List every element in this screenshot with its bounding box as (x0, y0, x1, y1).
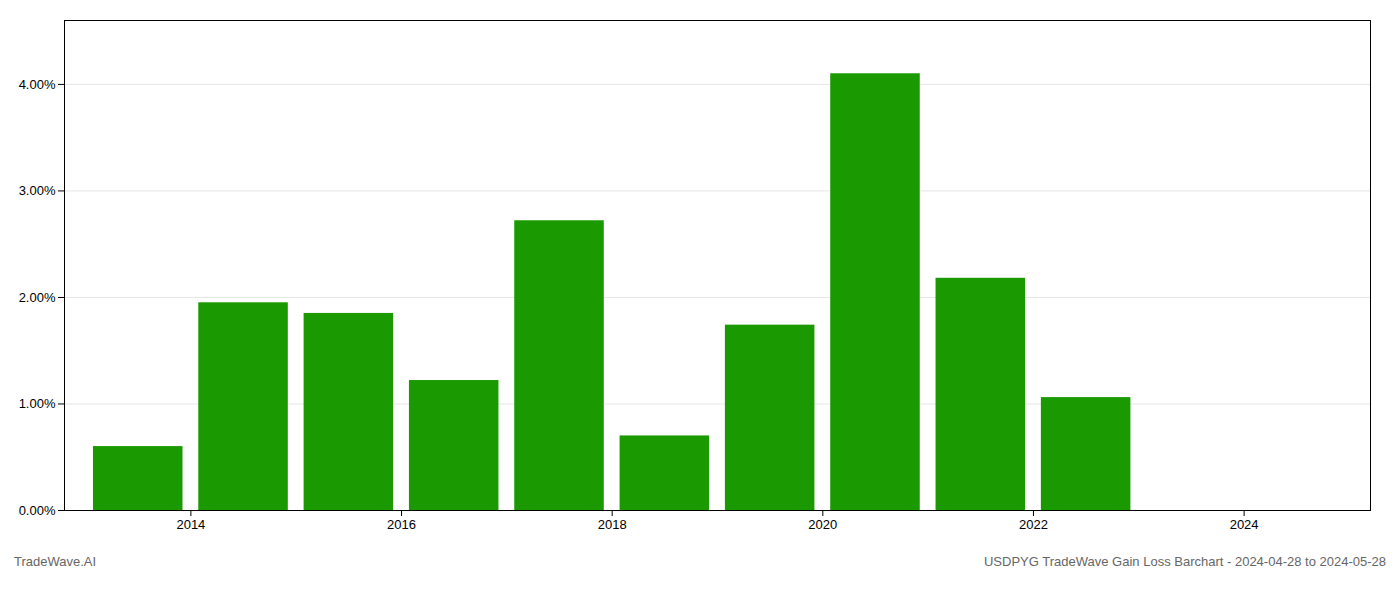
svg-text:2024: 2024 (1230, 517, 1259, 532)
svg-text:1.00%: 1.00% (19, 396, 56, 411)
svg-text:2014: 2014 (176, 517, 205, 532)
svg-text:2020: 2020 (808, 517, 837, 532)
html-text:USDPYG TradeWave Gain Loss Bar: USDPYG TradeWave Gain Loss Barchart - 20… (984, 554, 1386, 569)
svg-text:2.00%: 2.00% (19, 290, 56, 305)
svg-text:4.00%: 4.00% (19, 77, 56, 92)
svg-text:2018: 2018 (598, 517, 627, 532)
svg-text:0.00%: 0.00% (19, 503, 56, 518)
svg-text:2022: 2022 (1019, 517, 1048, 532)
html-text:TradeWave.AI: TradeWave.AI (14, 554, 97, 569)
svg-text:2016: 2016 (387, 517, 416, 532)
svg-text:3.00%: 3.00% (19, 183, 56, 198)
